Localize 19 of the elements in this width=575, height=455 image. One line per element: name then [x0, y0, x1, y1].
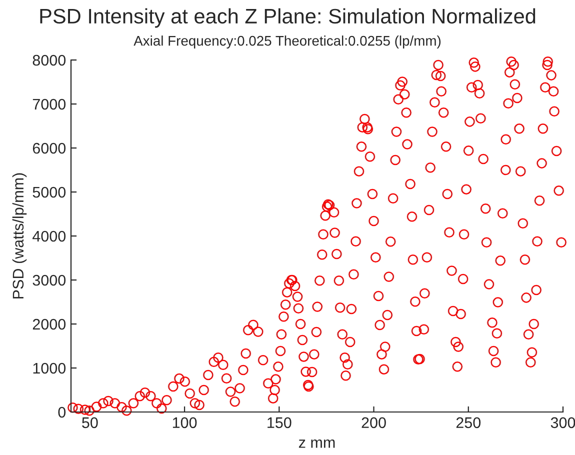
x-axis-title: z mm — [298, 440, 335, 448]
chart-title: PSD Intensity at each Z Plane: Simulation Normalized — [40, 8, 536, 28]
x-tick-label: 50 — [82, 417, 98, 428]
y-tick-label: 1000 — [33, 362, 66, 374]
x-tick-label: 300 — [550, 417, 575, 428]
y-axis-title: PSD (watts/lp/mm) — [12, 173, 27, 298]
y-tick-label: 8000 — [32, 54, 66, 66]
y-tick-label: 0 — [58, 406, 66, 418]
x-tick-label: 150 — [268, 417, 292, 428]
y-tick-label: 2000 — [32, 318, 66, 330]
x-tick-label: 250 — [456, 417, 481, 428]
x-tick-label: 100 — [172, 417, 197, 428]
x-tick-label: 200 — [362, 417, 386, 428]
y-tick-label: 3000 — [32, 274, 66, 286]
y-tick-label: 5000 — [32, 186, 66, 198]
y-tick-label: 7000 — [32, 98, 66, 110]
y-tick-label: 4000 — [32, 230, 66, 242]
y-tick-label: 6000 — [32, 142, 66, 154]
chart-subtitle: Axial Frequency:0.025 Theoretical:0.0255 (lp/mm) — [134, 36, 441, 48]
